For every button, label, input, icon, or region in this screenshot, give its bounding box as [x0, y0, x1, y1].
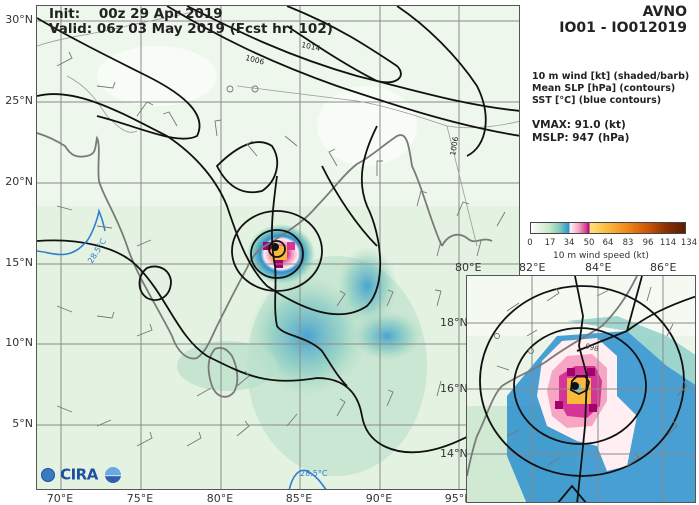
storm-center-marker [271, 243, 279, 251]
lat-tick-20n: 20°N [5, 175, 33, 188]
cira-logo: CIRA [41, 464, 121, 484]
inset-lon-tick-84e: 84°E [585, 261, 612, 274]
main-map-canvas: 1014 1006 1006 28.5°C 28.5°C [37, 6, 519, 489]
lat-tick-10n: 10°N [5, 336, 33, 349]
lon-tick-75e: 75°E [126, 492, 154, 505]
init-time: Init: 00z 29 Apr 2019 [49, 6, 223, 22]
inset-map-canvas: 998 [467, 276, 695, 502]
inset-lat-tick-16n: 16°N [440, 382, 468, 395]
valid-time: Valid: 06z 03 May 2019 (Fcst hr: 102) [49, 21, 333, 37]
sst-contours [37, 208, 327, 489]
lon-tick-85e: 85°E [285, 492, 313, 505]
colorbar-label: 10 m wind speed (kt) [553, 251, 649, 261]
mslp-contours [37, 6, 519, 454]
inset-lon-tick-82e: 82°E [519, 261, 546, 274]
legend-wind: 10 m wind [kt] (shaded/barb) [532, 71, 690, 82]
colorbar-ticks: 0 17 34 50 64 83 96 114 134 [527, 238, 698, 248]
legend-slp: Mean SLP [hPa] (contours) [532, 83, 676, 94]
inset-lon-tick-80e: 80°E [455, 261, 482, 274]
lat-tick-30n: 30°N [5, 13, 33, 26]
coastline [37, 132, 493, 398]
storm-id: IO01 - IO012019 [559, 20, 687, 36]
main-map[interactable]: 1014 1006 1006 28.5°C 28.5°C Init: 00 [36, 5, 520, 490]
lon-tick-80e: 80°E [206, 492, 234, 505]
inset-lat-tick-14n: 14°N [440, 447, 468, 460]
lat-tick-25n: 25°N [5, 94, 33, 107]
lat-tick-15n: 15°N [5, 256, 33, 269]
inset-wind-barbs [494, 286, 688, 467]
contour-label-1014: 1014 [301, 40, 322, 53]
lon-tick-90e: 90°E [365, 492, 393, 505]
mslp-value: MSLP: 947 (hPa) [532, 132, 630, 144]
sst-label-south: 28.5°C [300, 469, 328, 478]
globe-icon [41, 467, 55, 482]
lat-tick-5n: 5°N [12, 417, 33, 430]
legend-sst: SST [°C] (blue contours) [532, 95, 662, 106]
inset-coastline [467, 276, 638, 477]
lon-tick-70e: 70°E [46, 492, 74, 505]
inset-storm-center-marker [571, 382, 579, 390]
inset-mslp-contours [479, 276, 695, 502]
inset-lon-tick-86e: 86°E [650, 261, 677, 274]
lon-tick-95e: 95°E [444, 492, 472, 505]
wind-speed-colorbar [530, 222, 686, 234]
inset-lat-tick-18n: 18°N [440, 316, 468, 329]
inset-contour-label-998: 998 [584, 342, 599, 353]
inset-map[interactable]: 998 [466, 275, 696, 503]
noaa-logo-icon [104, 466, 121, 483]
vmax-value: VMAX: 91.0 (kt) [532, 119, 626, 131]
contour-label-1006-east: 1006 [448, 136, 460, 157]
model-name: AVNO [642, 4, 687, 20]
